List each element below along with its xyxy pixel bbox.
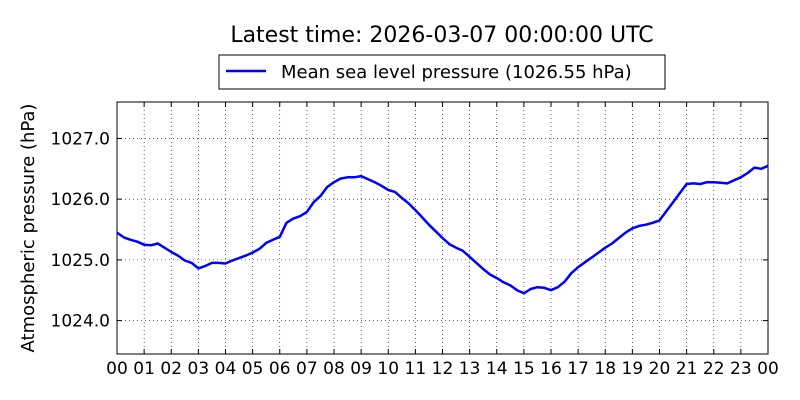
x-tick-label: 18 (594, 359, 616, 379)
x-tick-label: 04 (215, 359, 237, 379)
x-tick-label: 17 (567, 359, 589, 379)
axis-ticks (116, 102, 769, 354)
y-tick-label: 1027.0 (51, 129, 110, 149)
x-tick-label: 00 (106, 359, 128, 379)
series-line-mslp (116, 164, 769, 295)
x-tick-label: 05 (242, 359, 264, 379)
x-tick-label: 07 (296, 359, 318, 379)
legend: Mean sea level pressure (1026.55 hPa) (218, 54, 666, 90)
x-tick-label: 11 (405, 359, 427, 379)
x-tick-label: 01 (133, 359, 155, 379)
x-tick-label: 20 (649, 359, 671, 379)
legend-box (218, 54, 666, 90)
x-tick-label: 23 (730, 359, 752, 379)
plot-frame (116, 101, 769, 355)
y-tick-label: 1026.0 (51, 190, 110, 210)
x-tick-label: 15 (513, 359, 535, 379)
y-tick-label: 1024.0 (51, 312, 110, 332)
x-tick-label: 09 (350, 359, 372, 379)
x-tick-label: 14 (486, 359, 508, 379)
legend-series-label: Mean sea level pressure (1026.55 hPa) (281, 62, 632, 83)
y-tick-label: 1025.0 (51, 251, 110, 271)
x-tick-label: 06 (269, 359, 291, 379)
y-axis-label: Atmospheric pressure (hPa) (18, 104, 39, 353)
x-tick-label: 03 (188, 359, 210, 379)
chart-title: Latest time: 2026-03-07 00:00:00 UTC (230, 23, 653, 48)
x-tick-label: 22 (703, 359, 725, 379)
grid (117, 102, 768, 354)
x-tick-labels: 00 01 02 03 04 05 06 07 08 09 10 11 12 13 14 15 16 17 18 19… (106, 359, 779, 379)
x-tick-label: 02 (160, 359, 182, 379)
x-tick-label: 19 (622, 359, 644, 379)
x-tick-label: 12 (432, 359, 454, 379)
x-tick-label: 08 (323, 359, 345, 379)
x-tick-label: 16 (540, 359, 562, 379)
x-tick-label: 13 (459, 359, 481, 379)
x-tick-label: 21 (676, 359, 698, 379)
y-tick-labels: 1024.0 1025.0 1026.0 1027.0 (51, 129, 110, 331)
x-tick-label: 00 (757, 359, 779, 379)
x-tick-label: 10 (377, 359, 399, 379)
